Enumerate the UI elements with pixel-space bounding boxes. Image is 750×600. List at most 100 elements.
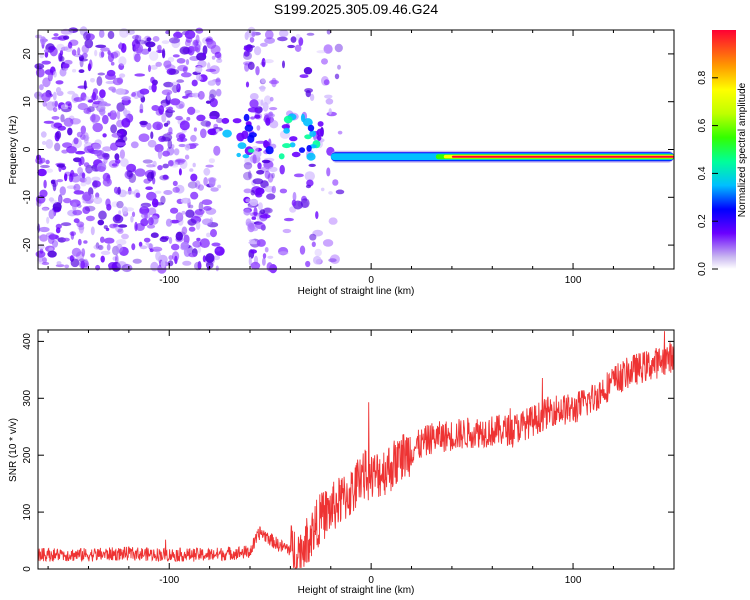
noise-blob: [57, 125, 66, 131]
noise-blob: [163, 190, 173, 195]
noise-blob: [257, 202, 263, 211]
noise-blob: [305, 90, 311, 98]
noise-blob: [203, 206, 212, 211]
noise-blob: [39, 84, 44, 91]
snr-ytick-label: 400: [22, 333, 33, 350]
noise-blob: [290, 36, 297, 43]
noise-blob: [49, 233, 56, 241]
noise-blob: [53, 33, 59, 37]
noise-blob: [137, 37, 142, 42]
noise-blob: [141, 48, 150, 55]
snr-ytick-label: 200: [22, 446, 33, 463]
noise-blob: [282, 228, 292, 234]
noise-blob: [172, 186, 180, 193]
noise-blob: [260, 61, 266, 66]
noise-blob: [110, 124, 117, 134]
bright-blob: [282, 143, 292, 149]
noise-blob: [162, 163, 169, 169]
noise-blob: [103, 225, 108, 230]
colorbar-label: Normalized spectral amplitude: [737, 82, 748, 217]
noise-blob: [254, 46, 262, 56]
bright-blob: [243, 113, 250, 122]
noise-blob: [278, 247, 289, 256]
noise-blob: [295, 33, 301, 41]
noise-blob: [62, 197, 72, 204]
noise-blob: [45, 159, 50, 165]
noise-blob: [205, 100, 211, 104]
noise-blob: [94, 49, 98, 57]
noise-blob: [92, 88, 98, 96]
noise-blob: [329, 254, 340, 264]
noise-blob: [155, 251, 162, 261]
noise-blob: [134, 35, 140, 45]
noise-blob: [254, 192, 262, 196]
noise-blob: [245, 29, 256, 38]
bright-blob: [283, 115, 293, 124]
spectrogram-ytick-label: -10: [22, 190, 33, 205]
noise-blob: [71, 49, 77, 56]
noise-blob: [243, 51, 252, 60]
noise-blob: [121, 118, 131, 128]
noise-blob: [139, 245, 148, 250]
noise-blob: [326, 167, 331, 177]
noise-blob: [314, 248, 322, 257]
noise-blob: [84, 205, 96, 212]
noise-blob: [205, 36, 214, 45]
noise-blob: [96, 76, 103, 87]
noise-blob: [111, 163, 118, 167]
noise-blob: [40, 36, 47, 45]
noise-blob: [90, 78, 95, 83]
noise-blob: [119, 28, 129, 38]
noise-blob: [253, 207, 258, 217]
noise-blob: [334, 43, 343, 53]
noise-blob: [256, 170, 265, 175]
noise-blob: [48, 209, 55, 220]
noise-blob: [170, 219, 180, 224]
noise-blob: [142, 159, 153, 164]
noise-blob: [152, 121, 163, 131]
noise-blob: [249, 198, 259, 207]
noise-blob: [139, 120, 148, 126]
noise-blob: [112, 223, 119, 228]
noise-blob: [56, 261, 62, 265]
noise-blob: [176, 137, 188, 142]
noise-blob: [76, 251, 85, 261]
noise-blob: [292, 191, 297, 202]
noise-blob: [162, 150, 171, 157]
noise-blob: [139, 88, 150, 95]
noise-blob: [196, 114, 206, 122]
noise-blob: [161, 89, 173, 96]
noise-blob: [197, 244, 202, 254]
noise-blob: [187, 218, 197, 226]
noise-blob: [278, 251, 289, 255]
noise-blob: [102, 177, 112, 187]
spectrogram-ylabel: Frequency (Hz): [8, 116, 19, 185]
noise-blob: [44, 51, 49, 58]
noise-blob: [121, 233, 129, 240]
noise-blob: [271, 185, 276, 194]
noise-blob: [109, 110, 117, 120]
noise-blob: [152, 36, 160, 42]
bright-blob: [306, 152, 316, 161]
noise-blob: [178, 168, 182, 176]
noise-blob: [73, 137, 79, 145]
noise-blob: [39, 189, 48, 198]
noise-blob: [245, 81, 250, 88]
noise-blob: [269, 107, 278, 111]
noise-blob: [110, 51, 119, 59]
bright-blob: [298, 147, 306, 153]
noise-blob: [92, 122, 103, 133]
noise-blob: [73, 183, 81, 192]
noise-blob: [112, 214, 124, 224]
noise-blob: [197, 184, 204, 191]
noise-blob: [266, 262, 273, 272]
noise-blob: [160, 195, 166, 205]
noise-blob: [151, 246, 163, 252]
bright-blob: [265, 117, 271, 126]
noise-blob: [135, 192, 141, 198]
noise-blob: [132, 258, 142, 264]
noise-blob: [98, 29, 105, 38]
bright-blob: [283, 127, 290, 134]
noise-blob: [211, 55, 216, 60]
noise-blob: [176, 83, 181, 93]
